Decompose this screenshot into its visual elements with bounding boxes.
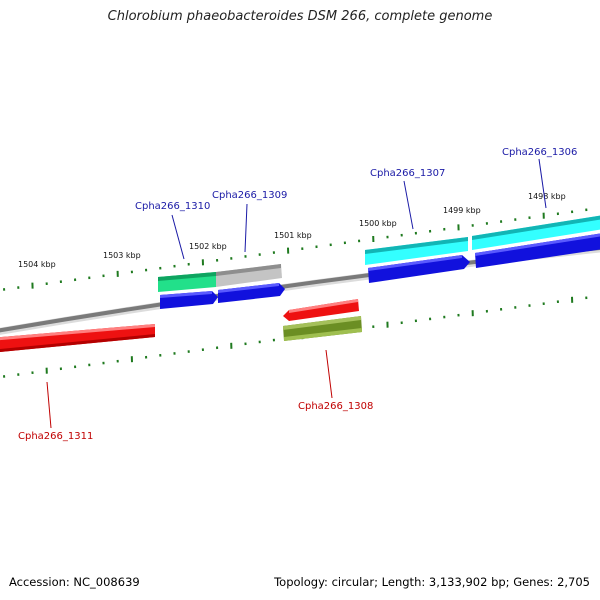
footer-topology: Topology: circular; Length: 3,133,902 bp… — [274, 575, 590, 589]
genome-title: Chlorobium phaeobacteroides DSM 266, com… — [107, 9, 493, 24]
kbp-label-1502: 1502 kbp — [189, 242, 227, 251]
kbp-label-1501: 1501 kbp — [274, 231, 312, 240]
gene-blue-1310[interactable] — [160, 291, 218, 309]
gene-cpha266-1306[interactable] — [472, 214, 600, 250]
outer-tick-track — [3, 208, 588, 291]
gene-label-1310: Cpha266_1310 — [135, 201, 210, 212]
kbp-label-1498: 1498 kbp — [528, 192, 566, 201]
gene-cpha266-1309[interactable] — [216, 264, 282, 287]
gene-label-1308: Cpha266_1308 — [298, 401, 373, 412]
footer-accession: Accession: NC_008639 — [9, 575, 140, 589]
kbp-label-1503: 1503 kbp — [103, 251, 141, 260]
gene-cpha266-1310[interactable] — [158, 272, 216, 292]
leader-line-1311 — [46, 381, 52, 429]
leader-line-1306 — [538, 158, 547, 209]
gene-cpha266-1308[interactable] — [283, 316, 362, 341]
gene-cpha266-1311[interactable] — [0, 324, 155, 353]
leader-line-1309 — [244, 203, 248, 253]
kbp-label-1500: 1500 kbp — [359, 219, 397, 228]
gene-cpha266-1307[interactable] — [365, 237, 468, 265]
leader-line-1307 — [403, 180, 414, 230]
gene-blue-1309[interactable] — [218, 283, 285, 303]
gene-blue-1307[interactable] — [368, 255, 470, 283]
leader-line-1308 — [325, 349, 333, 399]
gene-label-1309: Cpha266_1309 — [212, 190, 287, 201]
gene-red-reverse-middle[interactable] — [283, 299, 359, 321]
kbp-label-1504: 1504 kbp — [18, 260, 56, 269]
gene-label-1307: Cpha266_1307 — [370, 168, 445, 179]
gene-label-1311: Cpha266_1311 — [18, 431, 93, 442]
kbp-label-1499: 1499 kbp — [443, 206, 481, 215]
leader-line-1310 — [171, 214, 185, 260]
gene-label-1306: Cpha266_1306 — [502, 147, 577, 158]
gene-blue-1306[interactable] — [475, 232, 600, 268]
